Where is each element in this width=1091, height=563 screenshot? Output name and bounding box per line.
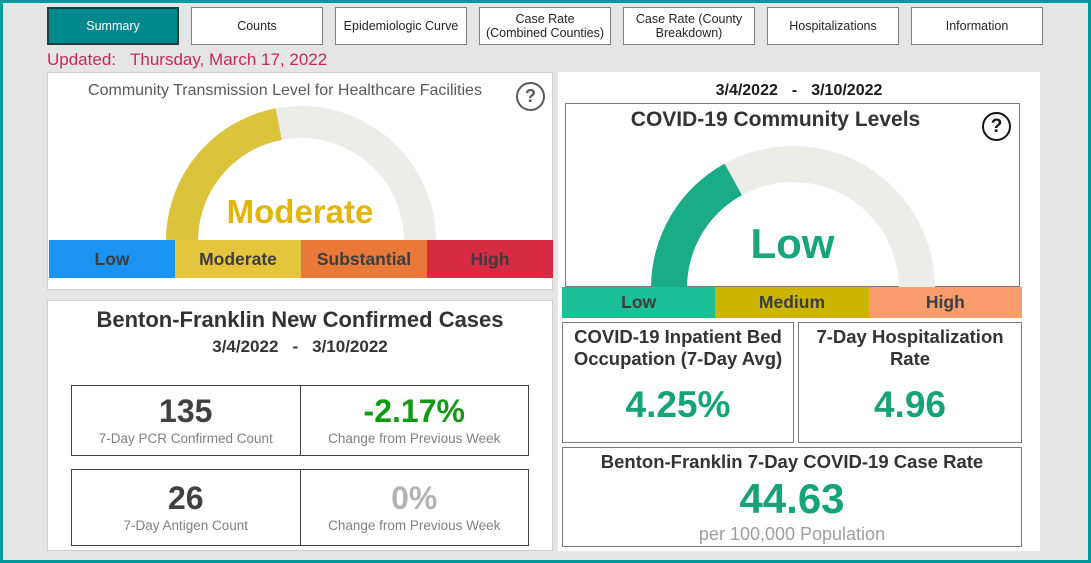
community-levels-card: COVID-19 Community Levels ? Low [565, 103, 1020, 288]
antigen-count-value: 26 [167, 479, 204, 516]
cases-panel: Benton-Franklin New Confirmed Cases 3/4/… [47, 300, 553, 551]
cases-card-row: 135 7-Day PCR Confirmed Count -2.17% Cha… [71, 385, 529, 456]
antigen-change-card: 0% Change from Previous Week [299, 470, 529, 545]
transmission-panel: Community Transmission Level for Healthc… [47, 72, 553, 290]
tab-hospitalizations[interactable]: Hospitalizations [767, 7, 899, 45]
inpatient-bed-value: 4.25% [625, 384, 731, 426]
legend-segment-low: Low [562, 287, 716, 318]
cases-card-row: 26 7-Day Antigen Count 0% Change from Pr… [71, 469, 529, 546]
tab-information[interactable]: Information [911, 7, 1043, 45]
case-rate-subtitle: per 100,000 Population [698, 524, 886, 544]
transmission-gauge-value: Moderate [226, 193, 374, 230]
updated-label: Updated: [47, 50, 116, 69]
community-gauge-value: Low [750, 220, 835, 267]
date-start: 3/4/2022 [715, 82, 778, 99]
cases-date-range: 3/4/2022-3/10/2022 [48, 337, 552, 357]
legend-segment-low: Low [49, 240, 175, 278]
date-separator: - [791, 82, 798, 99]
date-start: 3/4/2022 [212, 337, 279, 356]
date-separator: - [292, 337, 299, 356]
transmission-panel-title: Community Transmission Level for Healthc… [88, 82, 482, 99]
cases-panel-title: Benton-Franklin New Confirmed Cases [96, 307, 504, 332]
updated-line: Updated: Thursday, March 17, 2022 [47, 50, 327, 70]
date-end: 3/10/2022 [312, 337, 388, 356]
community-date-range: 3/4/2022-3/10/2022 [558, 82, 1040, 100]
case-rate-value: 44.63 [739, 475, 845, 522]
pcr-change-value: -2.17% [363, 392, 465, 429]
transmission-legend: Low Moderate Substantial High [49, 240, 553, 278]
tab-case-rate-county[interactable]: Case Rate (County Breakdown) [623, 7, 755, 45]
tab-bar: Summary Counts Epidemiologic Curve Case … [47, 7, 1043, 45]
pcr-change-label: Change from Previous Week [328, 431, 501, 447]
community-levels-title: COVID-19 Community Levels [630, 108, 921, 131]
community-gauge [651, 146, 935, 288]
pcr-change-card: -2.17% Change from Previous Week [299, 386, 529, 455]
legend-segment-high: High [868, 287, 1022, 318]
hospitalization-rate-card: 7-Day Hospitalization Rate 4.96 [798, 322, 1022, 443]
tab-counts[interactable]: Counts [191, 7, 323, 45]
tab-case-rate-combined[interactable]: Case Rate (Combined Counties) [479, 7, 611, 45]
help-icon[interactable]: ? [982, 112, 1011, 141]
tab-summary[interactable]: Summary [47, 7, 179, 45]
transmission-gauge [166, 106, 436, 242]
antigen-count-card: 26 7-Day Antigen Count [72, 470, 300, 545]
legend-segment-moderate: Moderate [175, 240, 301, 278]
legend-segment-high: High [427, 240, 553, 278]
case-rate-title: Benton-Franklin 7-Day COVID-19 Case Rate [600, 451, 984, 472]
tab-epidemiologic-curve[interactable]: Epidemiologic Curve [335, 7, 467, 45]
date-end: 3/10/2022 [811, 82, 883, 99]
case-rate-card: Benton-Franklin 7-Day COVID-19 Case Rate… [562, 447, 1022, 547]
updated-date: Thursday, March 17, 2022 [130, 50, 328, 69]
antigen-count-label: 7-Day Antigen Count [123, 518, 249, 534]
help-icon[interactable]: ? [516, 82, 545, 111]
legend-segment-medium: Medium [715, 287, 869, 318]
antigen-change-value: 0% [391, 479, 438, 516]
community-panel: 3/4/2022-3/10/2022 COVID-19 Community Le… [558, 72, 1040, 551]
inpatient-bed-card: COVID-19 Inpatient Bed Occupation (7-Day… [562, 322, 794, 443]
pcr-count-label: 7-Day PCR Confirmed Count [98, 431, 273, 447]
pcr-count-value: 135 [159, 392, 213, 429]
hospitalization-rate-title: 7-Day Hospitalization Rate [816, 326, 1004, 370]
pcr-count-card: 135 7-Day PCR Confirmed Count [72, 386, 300, 455]
antigen-change-label: Change from Previous Week [328, 518, 501, 534]
legend-segment-substantial: Substantial [301, 240, 427, 278]
community-legend: Low Medium High [562, 287, 1022, 318]
hospitalization-rate-value: 4.96 [873, 384, 946, 426]
inpatient-bed-title: COVID-19 Inpatient Bed Occupation (7-Day… [573, 326, 783, 370]
